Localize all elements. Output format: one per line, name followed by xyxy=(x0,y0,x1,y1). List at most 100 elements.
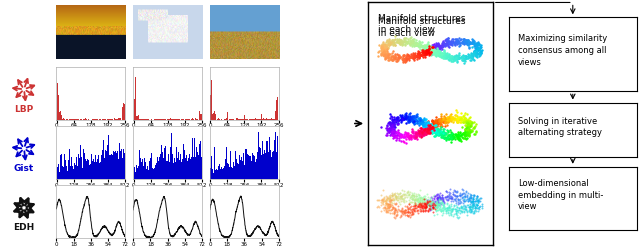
Point xyxy=(424,200,434,204)
Point xyxy=(422,48,433,52)
Point xyxy=(420,208,430,212)
Point xyxy=(396,196,406,200)
Point xyxy=(457,187,467,191)
Point xyxy=(445,194,456,198)
Point xyxy=(446,59,456,63)
Point xyxy=(452,117,463,121)
Point xyxy=(449,41,460,45)
Point xyxy=(388,130,399,134)
Point xyxy=(421,206,431,209)
Point xyxy=(384,42,394,46)
Point xyxy=(390,57,400,61)
Point xyxy=(446,199,456,203)
Point xyxy=(444,129,454,133)
Point xyxy=(442,190,452,194)
Point xyxy=(424,203,434,207)
Point xyxy=(412,119,422,123)
Point xyxy=(463,121,473,125)
Point xyxy=(460,40,470,44)
Point xyxy=(462,194,472,198)
Point xyxy=(426,123,436,127)
Point xyxy=(398,39,408,43)
Point xyxy=(463,54,474,58)
Point xyxy=(436,121,447,124)
Point xyxy=(445,113,455,117)
Point xyxy=(395,40,405,44)
Point xyxy=(474,46,484,50)
Point xyxy=(397,57,407,61)
Point xyxy=(401,39,411,42)
Point xyxy=(399,117,410,121)
Point xyxy=(436,52,446,56)
Point xyxy=(442,136,452,140)
Point xyxy=(381,40,391,44)
Point xyxy=(441,208,451,212)
Point xyxy=(454,118,465,122)
Point xyxy=(467,41,477,45)
Point xyxy=(435,130,445,134)
Point xyxy=(395,42,405,46)
Point xyxy=(468,203,478,207)
Point xyxy=(476,50,486,54)
Point xyxy=(428,51,438,55)
Point xyxy=(433,204,444,208)
Point xyxy=(454,193,464,197)
Point xyxy=(400,205,410,208)
Point xyxy=(428,126,438,130)
Point xyxy=(417,47,428,51)
Point xyxy=(419,122,429,126)
Point xyxy=(472,206,482,210)
Point xyxy=(442,206,452,210)
Point xyxy=(410,43,420,47)
Point xyxy=(390,202,400,206)
Point xyxy=(430,52,440,56)
Point xyxy=(385,128,395,132)
Point xyxy=(385,197,396,201)
Point xyxy=(428,203,438,207)
Point xyxy=(378,43,388,47)
Point xyxy=(459,117,469,121)
Point xyxy=(444,45,454,49)
Point xyxy=(459,197,469,201)
Point xyxy=(450,113,460,117)
Point xyxy=(460,195,470,199)
Point xyxy=(455,191,465,195)
Point xyxy=(462,132,472,136)
Point xyxy=(416,196,426,200)
Point xyxy=(393,39,403,43)
Point xyxy=(429,124,440,128)
Point xyxy=(462,41,472,45)
Point xyxy=(391,120,401,124)
Point xyxy=(386,41,396,44)
Point xyxy=(425,126,435,130)
Point xyxy=(395,42,405,46)
Point xyxy=(435,127,445,131)
Point xyxy=(443,115,453,119)
Point xyxy=(410,201,420,205)
Point xyxy=(435,131,445,135)
Point xyxy=(415,204,425,208)
Point xyxy=(463,121,473,124)
Point xyxy=(445,115,456,119)
Point xyxy=(404,112,415,116)
Point xyxy=(471,54,481,58)
Point xyxy=(425,49,435,53)
Point xyxy=(452,208,463,212)
Point xyxy=(411,132,421,136)
Point xyxy=(399,40,409,43)
Point xyxy=(421,208,431,212)
Point xyxy=(438,201,449,205)
Point xyxy=(424,125,435,129)
Point xyxy=(387,40,397,44)
Point xyxy=(417,118,428,122)
Point xyxy=(438,54,448,58)
Point xyxy=(476,45,486,49)
Point xyxy=(408,116,419,120)
Point xyxy=(465,195,476,199)
Point xyxy=(455,193,465,197)
Point xyxy=(394,132,404,136)
Point xyxy=(405,115,415,119)
Point xyxy=(379,54,389,58)
Point xyxy=(443,57,453,61)
Point xyxy=(429,120,439,124)
